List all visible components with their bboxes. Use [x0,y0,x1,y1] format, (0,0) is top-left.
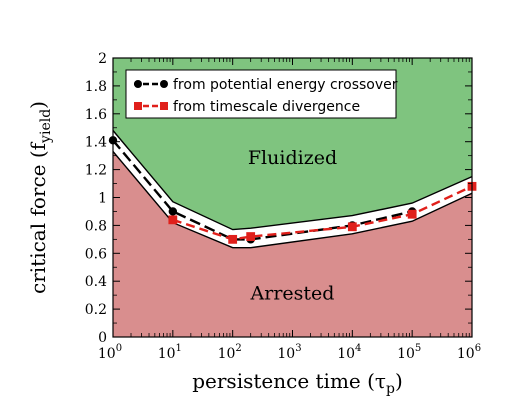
series-1-point-0 [168,215,178,225]
y-tick-label-1: 0.2 [85,302,107,318]
legend-label-1: from timescale divergence [173,99,360,115]
y-axis-title-main: critical force (f [26,141,50,294]
legend-marker-1-0 [134,102,142,110]
x-tick-label-5: 105 [397,343,421,362]
x-tick-label-0: 100 [98,343,122,362]
legend: from potential energy crossover from time… [125,69,398,119]
y-tick-label-9: 1.8 [85,79,107,95]
y-tick-label-7: 1.4 [85,135,107,151]
x-tick-label-3: 103 [277,343,301,362]
x-tick-label-6: 106 [457,343,481,362]
legend-label-0: from potential energy crossover [173,77,398,93]
legend-marker-0-0 [134,80,142,88]
x-axis-title-symbol: τ [375,369,386,393]
legend-marker-1-1 [160,102,168,110]
x-tick-label-2: 102 [218,343,242,362]
series-1-point-4 [407,209,417,219]
series-1-point-1 [228,234,238,244]
x-axis: 100 101 102 103 104 105 106 [98,58,481,362]
y-tick-label-3: 0.6 [85,246,107,262]
y-tick-label-2: 0.4 [85,274,107,290]
x-tick-label-1: 101 [158,343,182,362]
region-label-arrested: Arrested [250,282,335,304]
y-tick-label-0: 0 [98,330,107,346]
y-axis-title-sub: yield [38,109,54,144]
y-axis-title: critical force (fyield) [26,101,54,294]
legend-box [125,69,397,119]
region-label-fluidized: Fluidized [248,147,337,169]
x-axis-title-close: ) [395,369,403,393]
y-tick-label-8: 1.6 [85,107,107,123]
y-tick-label-10: 2 [98,51,107,67]
arrested-region [113,151,472,337]
x-axis-title-sub: p [386,381,395,397]
y-axis-title-close: ) [26,101,50,109]
series-line-0 [112,139,413,241]
series-1-point-3 [347,222,357,232]
y-tick-label-4: 0.8 [85,218,107,234]
x-axis-title-main: persistence time ( [192,369,375,393]
legend-marker-0-1 [160,80,168,88]
x-tick-label-4: 104 [337,343,361,362]
y-tick-label-5: 1 [98,191,107,207]
y-tick-label-6: 1.2 [85,163,107,179]
series-0-point-1 [168,207,178,216]
x-axis-title: persistence time (τp) [192,369,403,397]
y-axis: 0 0.2 0.4 0.6 0.8 1 1.2 1.4 1.6 1.8 2 [85,51,472,346]
upper-boundary-line [112,130,473,231]
series-line-1 [172,185,473,241]
series-1-point-2 [246,232,256,241]
